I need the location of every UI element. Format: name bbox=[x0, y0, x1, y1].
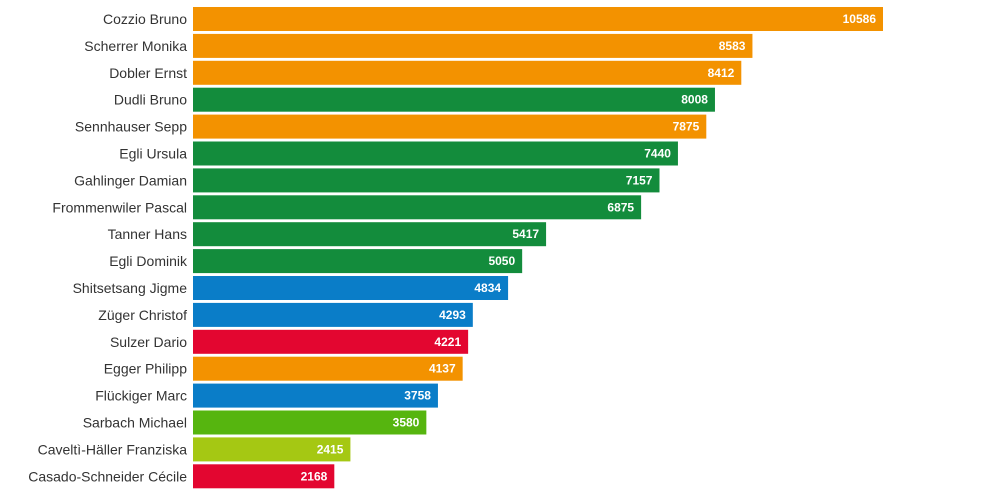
value-label: 6875 bbox=[607, 200, 634, 214]
bar bbox=[193, 168, 660, 193]
value-label: 7875 bbox=[673, 120, 700, 134]
category-label: Sulzer Dario bbox=[110, 334, 187, 350]
category-label: Gahlinger Damian bbox=[74, 172, 187, 188]
value-label: 3758 bbox=[404, 389, 431, 403]
value-label: 10586 bbox=[843, 12, 877, 26]
value-label: 8412 bbox=[708, 66, 735, 80]
category-label: Sarbach Michael bbox=[83, 415, 187, 431]
category-label: Caveltì-Häller Franziska bbox=[38, 441, 188, 457]
value-label: 8583 bbox=[719, 39, 746, 53]
category-label: Cozzio Bruno bbox=[103, 11, 187, 27]
value-label: 5050 bbox=[488, 254, 515, 268]
bar bbox=[193, 276, 509, 300]
category-label: Dobler Ernst bbox=[109, 65, 187, 81]
value-label: 4834 bbox=[474, 281, 501, 295]
category-label: Sennhauser Sepp bbox=[75, 119, 187, 135]
category-label: Frommenwiler Pascal bbox=[52, 199, 187, 215]
category-label: Shitsetsang Jigme bbox=[73, 280, 188, 296]
bar bbox=[193, 437, 351, 462]
category-label: Egli Ursula bbox=[119, 146, 187, 162]
bar bbox=[193, 7, 883, 31]
bar bbox=[193, 302, 473, 327]
category-label: Dudli Bruno bbox=[114, 92, 187, 108]
category-label: Tanner Hans bbox=[108, 226, 187, 242]
bar bbox=[193, 60, 742, 85]
bar bbox=[193, 33, 753, 58]
bar bbox=[193, 329, 469, 354]
bar bbox=[193, 383, 438, 408]
bar bbox=[193, 222, 547, 247]
value-label: 7440 bbox=[644, 147, 671, 161]
value-label: 2168 bbox=[301, 469, 328, 483]
category-label: Züger Christof bbox=[98, 307, 187, 323]
value-label: 3580 bbox=[393, 416, 420, 430]
value-label: 8008 bbox=[681, 93, 708, 107]
value-label: 5417 bbox=[512, 227, 539, 241]
bar bbox=[193, 87, 715, 112]
category-label: Egli Dominik bbox=[109, 253, 188, 269]
bar bbox=[193, 114, 707, 139]
category-label: Casado-Schneider Cécile bbox=[28, 468, 187, 484]
bar bbox=[193, 141, 678, 166]
bar bbox=[193, 249, 523, 274]
bar bbox=[193, 356, 463, 381]
bar bbox=[193, 195, 642, 220]
bar bbox=[193, 464, 335, 489]
value-label: 4137 bbox=[429, 362, 456, 376]
value-label: 4293 bbox=[439, 308, 466, 322]
category-label: Scherrer Monika bbox=[84, 38, 187, 54]
category-labels: Cozzio Bruno Scherrer Monika Dobler Ernst D… bbox=[28, 11, 188, 484]
value-label: 4221 bbox=[434, 335, 461, 349]
value-label: 7157 bbox=[626, 173, 653, 187]
category-label: Egger Philipp bbox=[104, 361, 187, 377]
bar bbox=[193, 410, 427, 435]
value-label: 2415 bbox=[317, 442, 344, 456]
bars bbox=[193, 7, 883, 489]
category-label: Flückiger Marc bbox=[95, 388, 187, 404]
